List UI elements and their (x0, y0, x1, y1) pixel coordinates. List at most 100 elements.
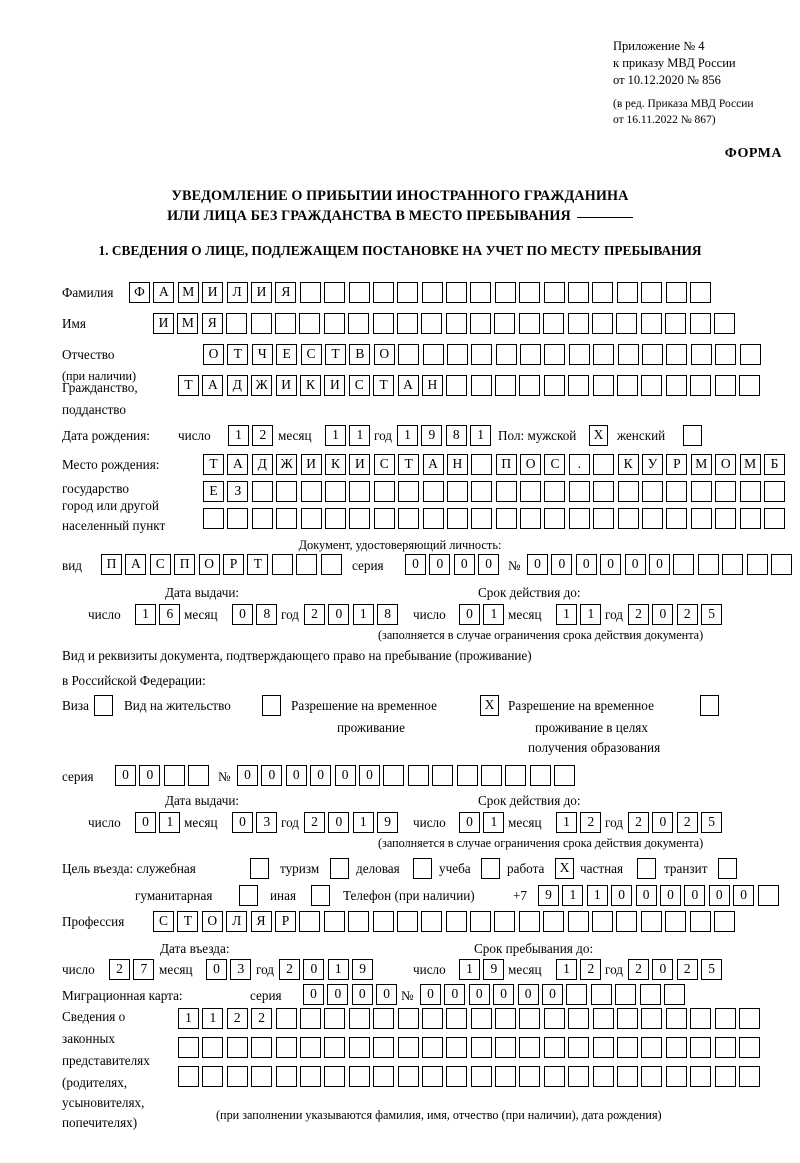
char-cell[interactable] (348, 1008, 370, 1029)
checkbox-male[interactable]: X (589, 425, 608, 446)
char-cell[interactable] (226, 313, 248, 334)
char-cell[interactable] (568, 1008, 590, 1029)
char-cell[interactable]: 3 (230, 959, 252, 980)
char-cell[interactable] (373, 1037, 395, 1058)
char-cell[interactable] (397, 1037, 419, 1058)
char-cell[interactable] (529, 765, 551, 786)
char-cell[interactable] (715, 508, 737, 529)
char-cell[interactable] (568, 282, 590, 303)
char-cell[interactable] (203, 508, 224, 529)
char-cell[interactable]: 0 (733, 885, 755, 906)
char-cell[interactable] (519, 282, 541, 303)
char-cell[interactable] (470, 313, 492, 334)
char-cell[interactable]: 1 (135, 604, 156, 625)
char-cell[interactable]: 2 (628, 812, 649, 833)
char-cell[interactable] (715, 481, 737, 502)
char-cell[interactable] (738, 1008, 760, 1029)
char-cell[interactable]: Т (373, 375, 395, 396)
char-cell[interactable]: . (568, 454, 590, 475)
char-cell[interactable]: 0 (206, 959, 227, 980)
char-cell[interactable] (372, 282, 394, 303)
char-cell[interactable] (617, 1037, 639, 1058)
char-cell[interactable] (495, 344, 517, 365)
char-cell[interactable]: П (495, 454, 517, 475)
char-cell[interactable]: Я (201, 313, 223, 334)
char-cell[interactable]: Я (250, 911, 272, 932)
char-cell[interactable] (398, 344, 420, 365)
char-cell[interactable]: 0 (468, 984, 490, 1005)
char-cell[interactable] (373, 1008, 395, 1029)
char-cell[interactable] (445, 313, 467, 334)
char-cell[interactable]: 5 (701, 604, 723, 625)
char-cell[interactable] (739, 508, 761, 529)
char-cell[interactable] (616, 313, 638, 334)
char-cell[interactable] (543, 1037, 565, 1058)
char-cell[interactable] (296, 554, 318, 575)
char-cell[interactable]: Р (274, 911, 296, 932)
char-cell[interactable]: И (250, 282, 272, 303)
char-cell[interactable]: 0 (459, 604, 480, 625)
char-cell[interactable] (422, 481, 444, 502)
birthplace-row-3[interactable] (203, 508, 785, 529)
char-cell[interactable]: 0 (429, 554, 451, 575)
char-cell[interactable] (349, 481, 371, 502)
char-cell[interactable] (250, 313, 272, 334)
char-cell[interactable]: 1 (397, 425, 418, 446)
char-cell[interactable]: 5 (701, 812, 723, 833)
char-cell[interactable] (689, 911, 711, 932)
char-cell[interactable] (714, 375, 736, 396)
char-cell[interactable] (690, 508, 712, 529)
char-cell[interactable] (714, 1066, 736, 1087)
char-cell[interactable]: 9 (538, 885, 559, 906)
char-cell[interactable] (543, 313, 565, 334)
char-cell[interactable] (505, 765, 527, 786)
checkbox-purpose-humanitarian[interactable] (239, 885, 258, 906)
char-cell[interactable] (348, 1066, 370, 1087)
char-cell[interactable] (446, 375, 468, 396)
char-cell[interactable]: 8 (256, 604, 278, 625)
char-cell[interactable]: Ф (129, 282, 150, 303)
char-cell[interactable]: 0 (139, 765, 161, 786)
char-cell[interactable]: 0 (648, 554, 670, 575)
char-cell[interactable] (276, 508, 298, 529)
char-cell[interactable] (714, 1008, 736, 1029)
char-cell[interactable] (299, 1008, 321, 1029)
char-cell[interactable] (495, 481, 517, 502)
char-cell[interactable]: 2 (304, 812, 325, 833)
char-cell[interactable]: 0 (493, 984, 515, 1005)
char-cell[interactable]: 0 (232, 604, 253, 625)
char-cell[interactable] (446, 344, 468, 365)
char-cell[interactable] (520, 481, 542, 502)
char-cell[interactable] (432, 765, 454, 786)
char-cell[interactable] (494, 313, 516, 334)
char-cell[interactable] (299, 313, 321, 334)
char-cell[interactable]: П (101, 554, 122, 575)
char-cell[interactable] (300, 508, 322, 529)
char-cell[interactable] (398, 508, 420, 529)
checkbox-temp-residence[interactable]: X (480, 695, 499, 716)
char-cell[interactable] (445, 911, 467, 932)
char-cell[interactable] (715, 344, 737, 365)
char-cell[interactable]: 0 (708, 885, 730, 906)
char-cell[interactable]: 1 (352, 604, 374, 625)
char-cell[interactable]: 1 (580, 604, 602, 625)
char-cell[interactable] (690, 1066, 712, 1087)
char-cell[interactable]: 0 (541, 984, 563, 1005)
char-cell[interactable]: 2 (304, 604, 325, 625)
char-cell[interactable]: И (153, 313, 174, 334)
char-cell[interactable]: 9 (377, 812, 399, 833)
char-cell[interactable]: 1 (159, 812, 181, 833)
char-cell[interactable] (324, 1037, 346, 1058)
char-cell[interactable] (518, 911, 540, 932)
char-cell[interactable] (568, 481, 590, 502)
char-cell[interactable] (324, 1008, 346, 1029)
